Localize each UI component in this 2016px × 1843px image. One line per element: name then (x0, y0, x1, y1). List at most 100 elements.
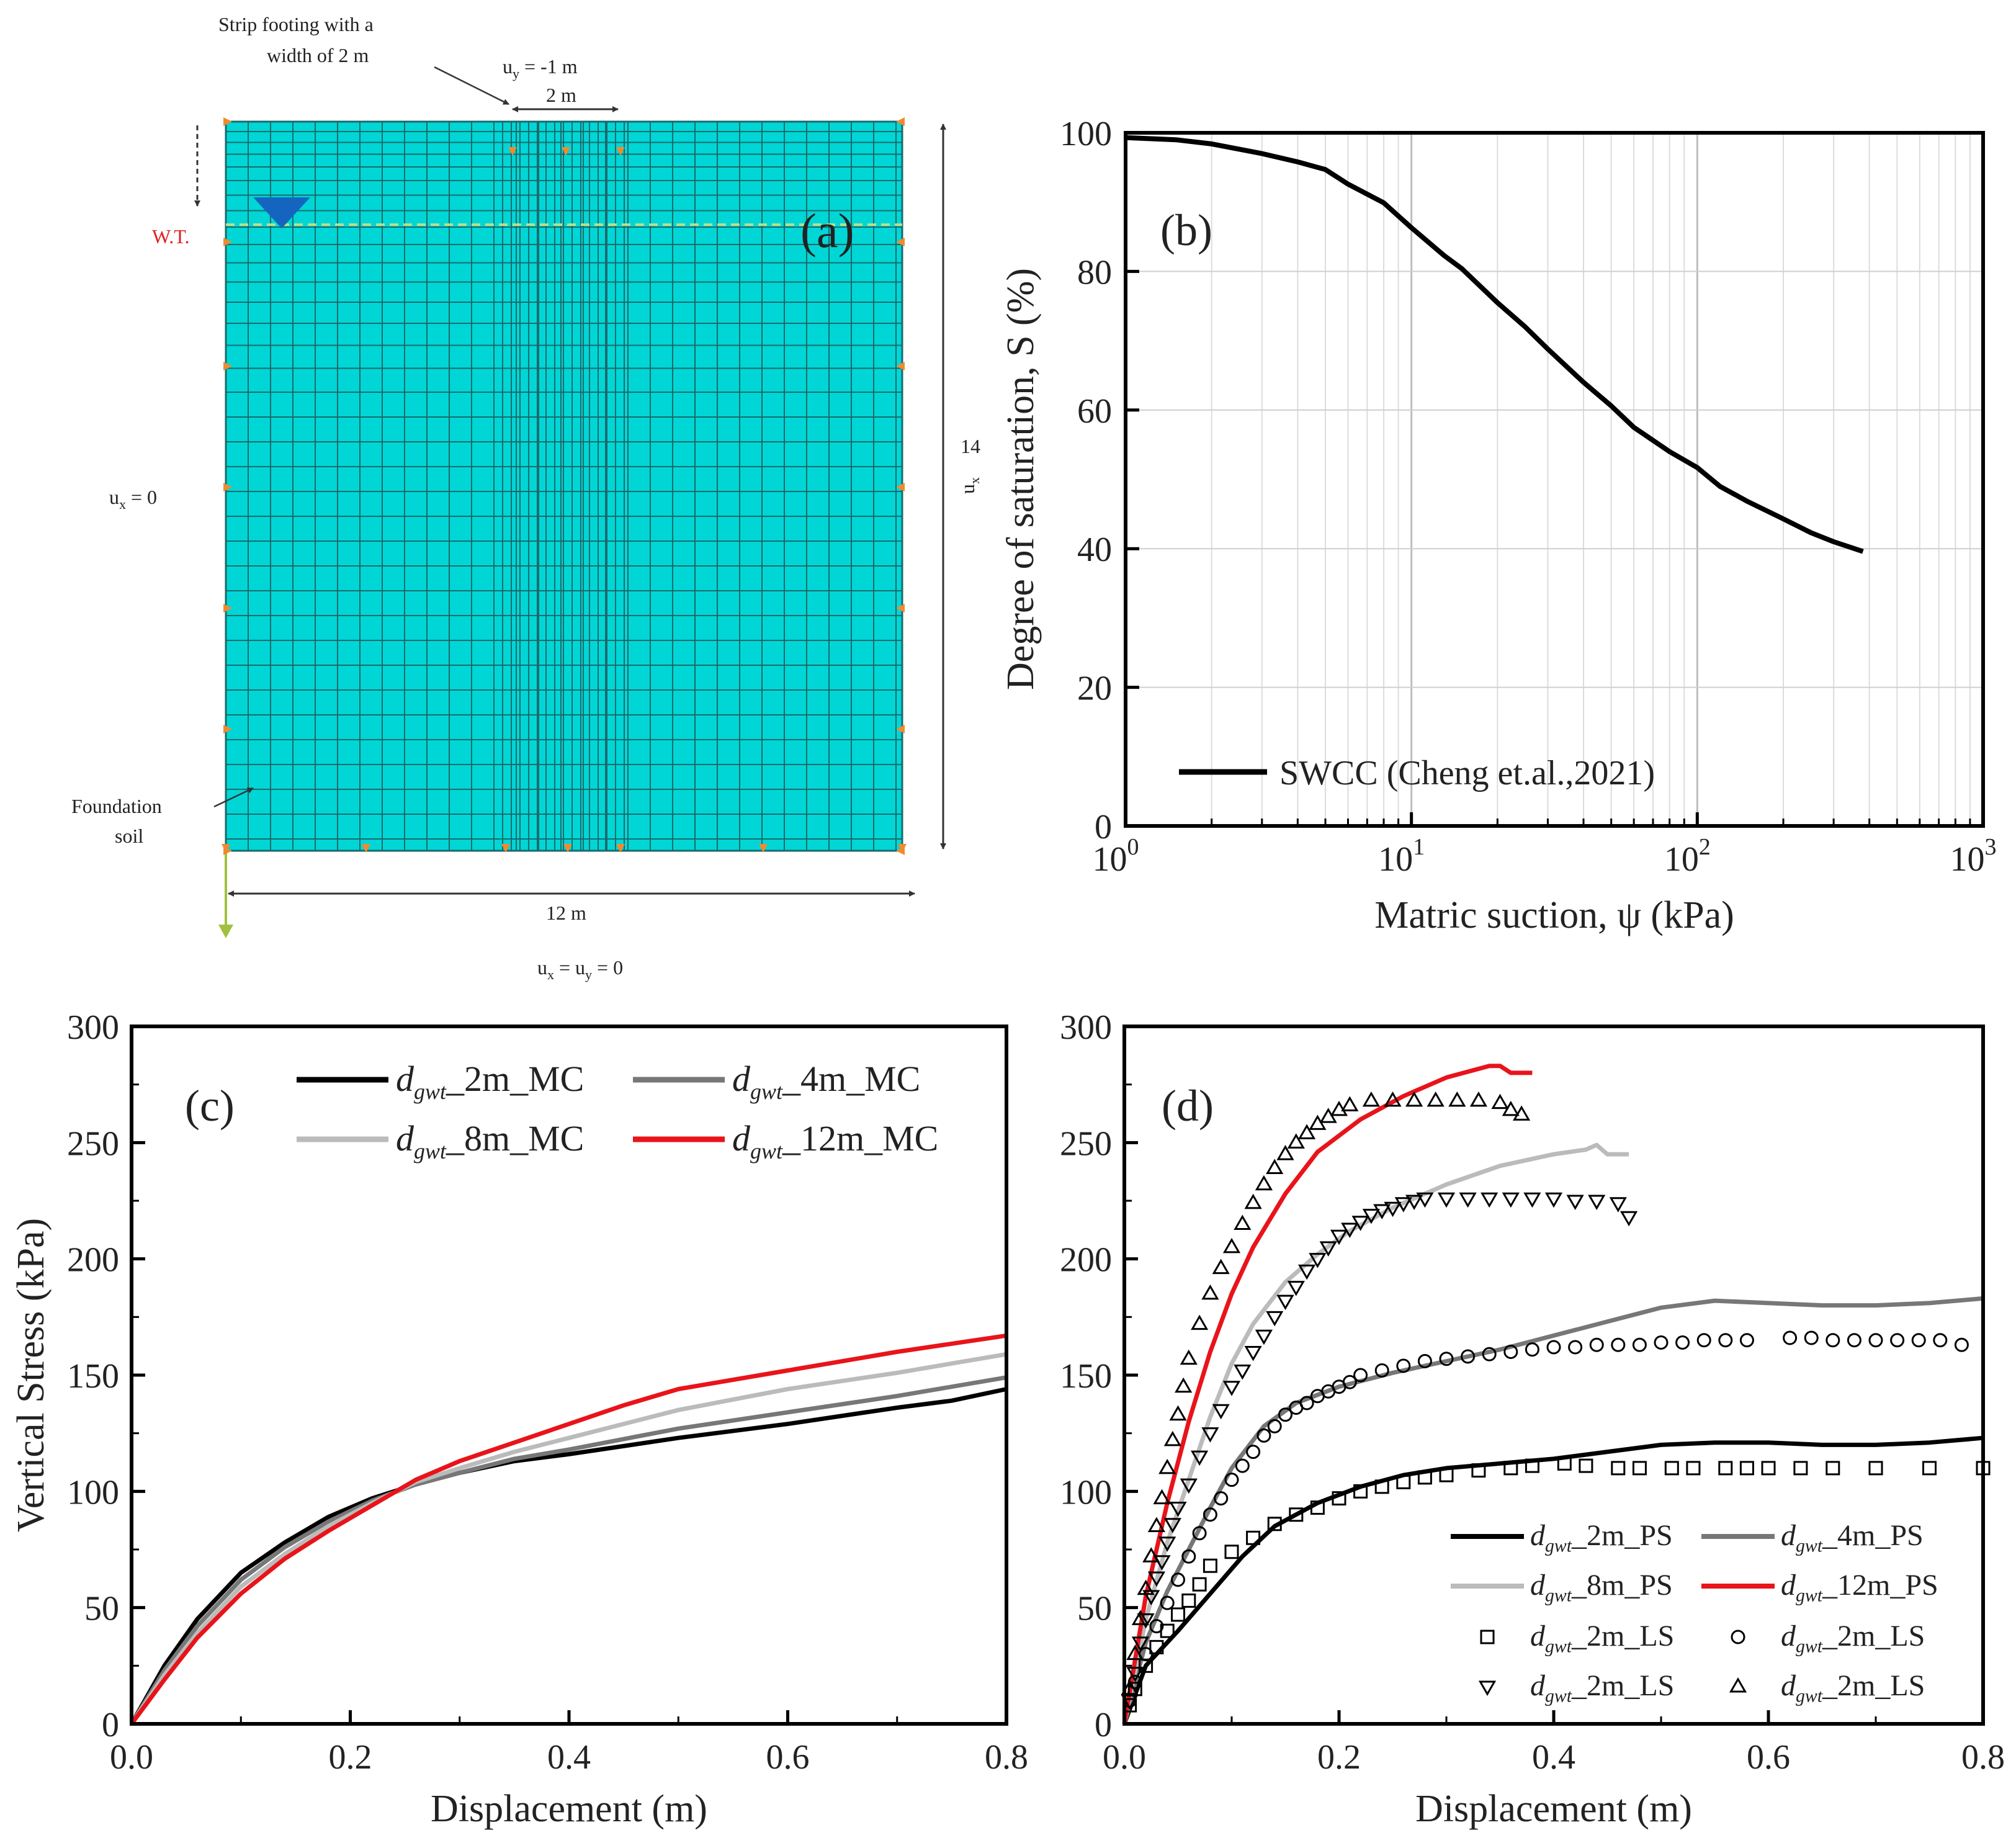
bc-marker-icon (223, 725, 232, 733)
d-point-circle (1911, 1333, 1926, 1348)
d-point-triangle-up (1222, 1237, 1241, 1253)
d-legend-marker-square (1480, 1630, 1495, 1644)
bottom-bc-label: ux = uy = 0 (537, 956, 623, 982)
d-point-circle (1171, 1572, 1185, 1587)
d-point-square (1793, 1461, 1808, 1476)
d-point-circle (1847, 1333, 1861, 1348)
d-point-triangle-up (1175, 1377, 1193, 1393)
d-point-circle (1257, 1428, 1271, 1443)
d-point-triangle-down (1287, 1281, 1305, 1296)
d-point-square (1267, 1517, 1282, 1531)
panel-label-c: (c) (185, 1081, 235, 1131)
d-point-triangle-down (1266, 1311, 1284, 1327)
panel-label-d: (d) (1162, 1081, 1214, 1131)
d-point-triangle-up (1153, 1489, 1171, 1505)
d-point-triangle-down (1222, 1381, 1241, 1396)
d-point-triangle-up (1502, 1100, 1520, 1116)
d-legend: dgwt_2m_PS dgwt_4m_PS dgwt_8m_PS dgwt_12m_P… (1451, 1519, 1938, 1706)
d-point-circle (1933, 1333, 1948, 1348)
d-point-triangle-up (1469, 1091, 1487, 1107)
d-point-circle (1192, 1526, 1207, 1541)
d-x-axis-label: Displacement (m) (1415, 1788, 1692, 1830)
bc-marker-icon (222, 844, 230, 853)
d-point-triangle-down (1169, 1502, 1187, 1517)
footing-label-line2: width of 2 m (267, 44, 369, 66)
d-point-square (1611, 1461, 1626, 1476)
d-point-triangle-down (1126, 1667, 1144, 1682)
d-y-tick-label: 300 (1060, 1008, 1112, 1047)
c-x-axis-label: Displacement (m) (431, 1788, 707, 1830)
d-point-triangle-up (1147, 1517, 1165, 1533)
d-point-square (1739, 1461, 1754, 1476)
c-series-line-1 (130, 1375, 1007, 1725)
d-legend-marker-triangle-down (1478, 1680, 1497, 1697)
d-point-square (1203, 1558, 1217, 1573)
bc-marker-icon (562, 147, 570, 156)
d-point-square (1471, 1463, 1486, 1478)
bc-marker-icon (896, 725, 905, 733)
b-grid (1124, 132, 1983, 827)
d-legend-label-6: dgwt_2m_LS (1530, 1669, 1674, 1706)
d-point-circle (1739, 1333, 1754, 1348)
bc-marker-icon (362, 844, 370, 853)
d-point-triangle-down (1131, 1636, 1150, 1652)
d-point-triangle-down (1137, 1613, 1155, 1629)
d-point-triangle-down (1180, 1478, 1198, 1494)
b-y-tick-label: 20 (1077, 670, 1112, 708)
bc-marker-icon (896, 238, 905, 246)
bc-marker-icon (896, 483, 905, 491)
d-point-triangle-down (1298, 1264, 1316, 1280)
b-y-axis-label: Degree of saturation, S (%) (1000, 268, 1042, 690)
water-table-label: W.T. (152, 225, 189, 248)
d-point-triangle-up (1244, 1193, 1262, 1209)
d-point-circle (1632, 1337, 1647, 1352)
d-point-triangle-down (1566, 1195, 1584, 1211)
d-series (1121, 1064, 1991, 1725)
c-y-tick-label: 250 (67, 1124, 119, 1163)
c-legend-label-0: dgwt_2m_MC (396, 1059, 584, 1104)
d-point-triangle-up (1427, 1091, 1445, 1107)
d-point-triangle-up (1131, 1610, 1150, 1625)
d-point-triangle-up (1158, 1458, 1176, 1474)
panel-d-stress-chart: 0 50 100 150 200 250 300 0.0 0.2 0.4 0.6 0.8 (d) Di… (1060, 1008, 2005, 1830)
d-point-square (1396, 1474, 1411, 1489)
d-point-circle (1783, 1330, 1798, 1345)
d-plot-frame (1122, 1025, 1985, 1726)
d-point-triangle-down (1319, 1241, 1337, 1257)
d-point-triangle-up (1180, 1349, 1198, 1365)
footing-width-label: 2 m (546, 84, 576, 106)
d-point-triangle-down (1341, 1222, 1359, 1238)
d-point-circle (1224, 1473, 1239, 1487)
d-legend-label-2: dgwt_8m_PS (1530, 1569, 1673, 1606)
bc-marker-icon (896, 604, 905, 612)
c-y-tick-label: 50 (84, 1590, 119, 1628)
d-point-triangle-down (1544, 1192, 1563, 1208)
d-point-circle (1278, 1407, 1292, 1422)
d-point-circle (1299, 1396, 1314, 1410)
d-point-square (1686, 1461, 1701, 1476)
d-point-square (1149, 1639, 1164, 1654)
d-point-circle (1267, 1419, 1282, 1433)
d-y-tick-label: 200 (1060, 1241, 1112, 1280)
foundation-pointer (213, 787, 254, 808)
d-point-triangle-up (1201, 1284, 1219, 1300)
d-point-triangle-up (1255, 1175, 1273, 1191)
panel-a-mesh-diagram: (a) W.T. Strip footing with a width of 2… (71, 13, 982, 982)
d-point-circle (1954, 1337, 1969, 1352)
d-point-square (1246, 1530, 1261, 1545)
d-point-square (1224, 1545, 1239, 1559)
d-point-square (1761, 1461, 1776, 1476)
d-point-triangle-up (1142, 1547, 1160, 1563)
b-y-tick-label: 0 (1095, 808, 1112, 846)
d-point-square (1192, 1577, 1207, 1592)
panel-c-stress-chart: 0 50 100 150 200 250 300 0.0 0.2 0.4 0.6 0.8 (c) Di… (10, 1008, 1028, 1830)
d-point-circle (1417, 1354, 1432, 1369)
d-point-circle (1611, 1337, 1626, 1352)
b-x-axis-label: Matric suction, ψ (kPa) (1374, 894, 1734, 936)
d-point-circle (1546, 1340, 1561, 1355)
water-table-triangle-icon (253, 197, 310, 228)
d-point-triangle-up (1276, 1145, 1294, 1160)
d-point-triangle-down (1158, 1536, 1176, 1552)
d-point-triangle-down (1609, 1197, 1627, 1213)
d-point-triangle-down (1459, 1192, 1477, 1208)
